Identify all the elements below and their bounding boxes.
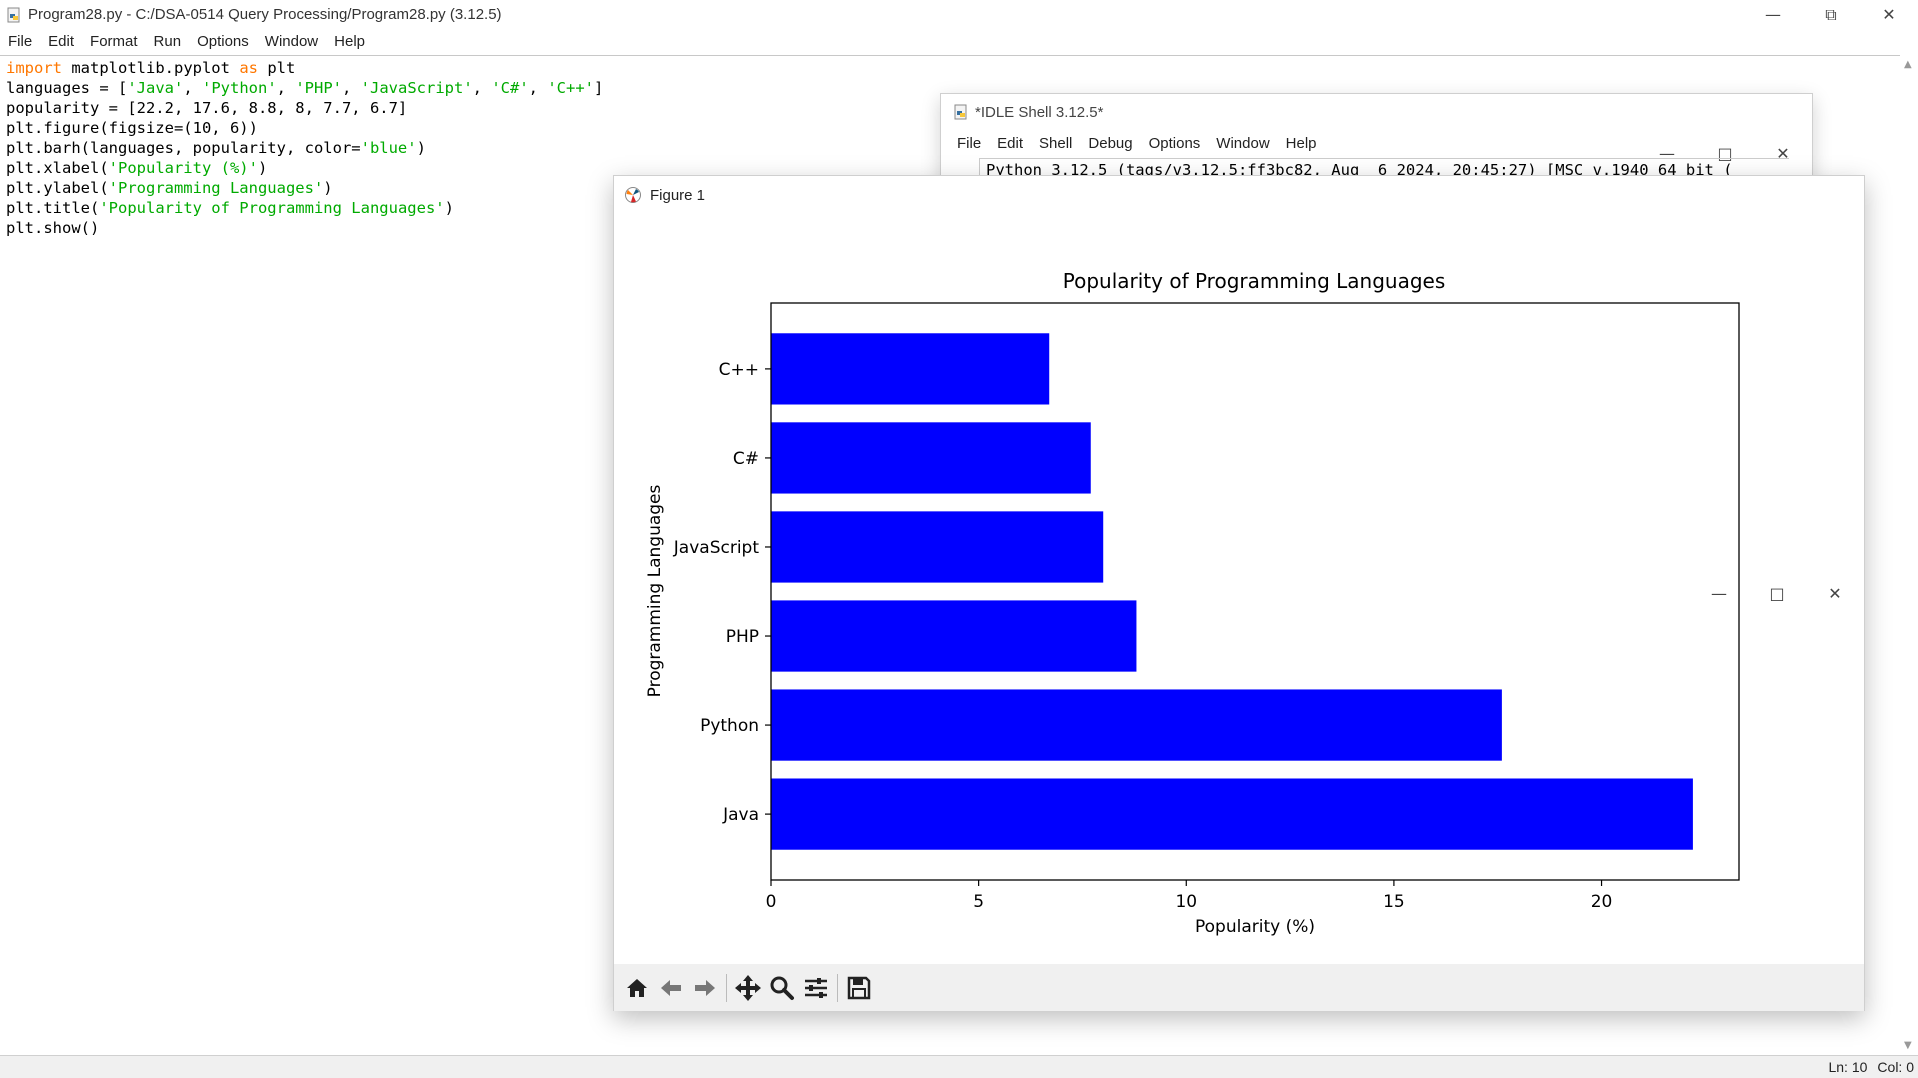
code-line: languages = ['Java', 'Python', 'PHP', 'J… <box>6 79 604 97</box>
y-tick-label: Java <box>722 805 759 825</box>
code-line: import matplotlib.pyplot as plt <box>6 59 296 77</box>
status-col: Col: 0 <box>1877 1059 1914 1075</box>
y-tick-label: C# <box>733 449 759 469</box>
shell-titlebar: *IDLE Shell 3.12.5* — □ ✕ <box>941 94 1812 163</box>
zoom-icon <box>770 976 794 1000</box>
shell-window-controls: — □ ✕ <box>1638 94 1812 212</box>
shell-output[interactable]: Python 3.12.5 (tags/v3.12.5:ff3bc82, Aug… <box>979 158 1789 218</box>
forward-arrow-icon <box>695 979 715 996</box>
editor-menubar: File Edit Format Run Options Window Help <box>0 29 1918 54</box>
editor-titlebar: Program28.py - C:/DSA-0514 Query Process… <box>0 0 1918 29</box>
shell-maximize-button[interactable]: □ <box>1717 143 1733 163</box>
python-file-icon <box>7 7 20 22</box>
bar-c <box>771 333 1050 405</box>
status-line: Ln: 10 <box>1828 1059 1868 1075</box>
editor-menu-run[interactable]: Run <box>153 33 182 50</box>
shell-menu-window[interactable]: Window <box>1216 134 1270 152</box>
code-line: plt.title('Popularity of Programming Lan… <box>6 199 454 217</box>
close-button[interactable]: ✕ <box>1882 5 1896 24</box>
save-icon <box>847 976 871 999</box>
figure-canvas[interactable]: Popularity of Programming Languages 0 5 10… <box>614 214 1864 964</box>
editor-menu-window[interactable]: Window <box>264 33 319 50</box>
figure-titlebar: Figure 1 — □ ✕ <box>614 176 1864 603</box>
code-line: plt.show() <box>6 219 100 237</box>
shell-menu-file[interactable]: File <box>957 134 982 152</box>
shell-title: *IDLE Shell 3.12.5* <box>975 103 1104 121</box>
shell-menubar: File Edit Shell Debug Options Window Help <box>941 130 1812 156</box>
forward-button[interactable] <box>688 971 722 1005</box>
bar-java <box>771 778 1693 850</box>
editor-title: Program28.py - C:/DSA-0514 Query Process… <box>28 6 502 23</box>
figure-title: Figure 1 <box>650 186 706 204</box>
figure-close-button[interactable]: ✕ <box>1828 583 1842 603</box>
code-line: plt.ylabel('Programming Languages') <box>6 179 333 197</box>
subplots-config-icon <box>805 977 827 998</box>
editor-menu-edit[interactable]: Edit <box>48 33 75 50</box>
y-axis-label: Programming Languages <box>645 484 665 697</box>
editor-menu-options[interactable]: Options <box>197 33 249 50</box>
y-tick-label: Python <box>700 716 759 736</box>
subplots-config-button[interactable] <box>799 971 833 1005</box>
editor-menu-format[interactable]: Format <box>90 33 138 50</box>
code-line: plt.xlabel('Popularity (%)') <box>6 159 268 177</box>
shell-menu-shell[interactable]: Shell <box>1039 134 1073 152</box>
zoom-button[interactable] <box>765 971 799 1005</box>
y-tick-label: PHP <box>726 627 759 647</box>
save-button[interactable] <box>842 971 876 1005</box>
minimize-button[interactable]: — <box>1765 5 1781 24</box>
pan-icon <box>735 974 761 1001</box>
bar-php <box>771 600 1137 672</box>
toolbar-separator <box>726 973 727 1002</box>
code-editor[interactable]: import matplotlib.pyplot as plt languages… <box>0 55 1900 1055</box>
figure-window[interactable]: Figure 1 — □ ✕ Popularity of Programming… <box>613 175 1865 1011</box>
status-bar: Ln: 10 Col: 0 <box>0 1055 1918 1078</box>
plot-frame <box>770 302 1740 881</box>
bar-c <box>771 422 1091 494</box>
x-axis-label: Popularity (%) <box>1195 917 1315 937</box>
matplotlib-icon <box>625 187 641 203</box>
figure-toolbar <box>614 964 1864 1011</box>
toolbar-separator <box>837 973 838 1002</box>
home-button[interactable] <box>620 971 654 1005</box>
back-arrow-icon <box>661 979 681 996</box>
x-tick-label: 10 <box>1175 892 1197 912</box>
python-shell-icon <box>954 104 967 120</box>
bar-javascript <box>771 511 1104 583</box>
bar-python <box>771 689 1502 761</box>
shell-menu-help[interactable]: Help <box>1285 134 1317 152</box>
shell-menu-edit[interactable]: Edit <box>997 134 1024 152</box>
home-icon <box>627 978 647 997</box>
code-line: popularity = [22.2, 17.6, 8.8, 8, 7.7, 6… <box>6 99 408 117</box>
y-tick-label: C++ <box>719 360 759 380</box>
shell-menu-debug[interactable]: Debug <box>1088 134 1133 152</box>
scroll-up-icon[interactable]: ▲ <box>1904 59 1912 70</box>
chart-title: Popularity of Programming Languages <box>1063 269 1446 293</box>
figure-window-controls: — □ ✕ <box>1690 176 1864 1010</box>
x-tick-label: 15 <box>1383 892 1405 912</box>
scroll-down-icon[interactable]: ▼ <box>1904 1040 1912 1051</box>
x-tick-label: 0 <box>766 892 777 912</box>
x-tick-label: 20 <box>1591 892 1613 912</box>
pan-button[interactable] <box>731 971 765 1005</box>
editor-menu-file[interactable]: File <box>8 33 33 50</box>
code-line: plt.figure(figsize=(10, 6)) <box>6 119 258 137</box>
shell-menu-options[interactable]: Options <box>1148 134 1201 152</box>
restore-button[interactable]: ⧉ <box>1825 4 1837 24</box>
figure-minimize-button[interactable]: — <box>1711 583 1727 603</box>
shell-minimize-button[interactable]: — <box>1659 143 1675 163</box>
x-tick-label: 5 <box>973 892 984 912</box>
editor-menu-help[interactable]: Help <box>334 33 365 50</box>
back-button[interactable] <box>654 971 688 1005</box>
shell-close-button[interactable]: ✕ <box>1776 143 1790 163</box>
code-line: plt.barh(languages, popularity, color='b… <box>6 139 426 157</box>
editor-window-controls: — ⧉ ✕ <box>1744 0 1918 29</box>
bar-chart: Popularity of Programming Languages 0 5 10… <box>645 269 1740 937</box>
editor-scrollbar[interactable]: ▲ ▼ <box>1900 55 1918 1055</box>
figure-maximize-button[interactable]: □ <box>1769 583 1785 603</box>
y-tick-label: JavaScript <box>673 538 760 558</box>
